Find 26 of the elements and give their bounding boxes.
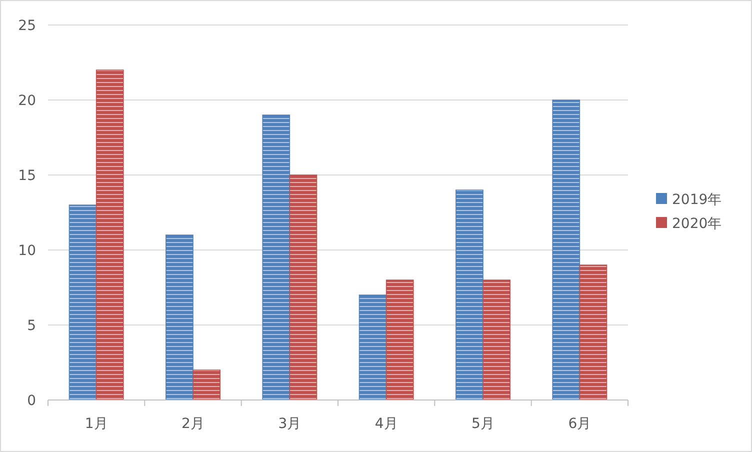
y-tick-label: 10 [18, 243, 36, 259]
bar [96, 70, 124, 400]
x-tick-label: 1月 [84, 416, 108, 432]
legend-item: 2020年 [656, 216, 722, 232]
y-tick-label: 15 [18, 168, 36, 184]
bar [386, 280, 414, 400]
bar [192, 370, 220, 400]
x-tick-label: 5月 [472, 416, 494, 432]
bar [456, 190, 484, 400]
bar [166, 234, 194, 400]
bar [262, 114, 290, 400]
x-tick-label: 2月 [182, 416, 204, 432]
x-tick-label: 6月 [568, 416, 592, 432]
bar [482, 280, 510, 400]
bar [579, 264, 608, 400]
y-tick-label: 20 [18, 93, 36, 109]
y-tick-label: 25 [18, 18, 36, 34]
y-tick-label: 0 [27, 393, 36, 409]
bar [358, 294, 387, 400]
bar [289, 174, 318, 400]
bar [552, 100, 580, 400]
legend-item: 2019年 [656, 192, 722, 208]
bar [68, 204, 97, 400]
x-tick-label: 3月 [278, 416, 302, 432]
y-tick-label: 5 [27, 318, 36, 334]
x-tick-label: 4月 [374, 416, 398, 432]
